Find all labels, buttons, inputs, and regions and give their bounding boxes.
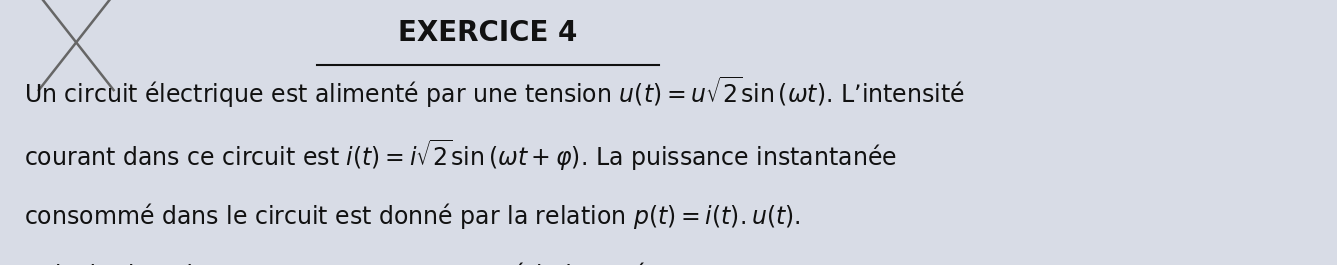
Text: courant dans ce circuit est $i(t) = i\sqrt{2}\mathrm{sin}\,(\omega t + \varphi)$: courant dans ce circuit est $i(t) = i\sq…: [24, 138, 897, 173]
Text: consommé dans le circuit est donné par la relation $p(t) = i(t).u(t)$.: consommé dans le circuit est donné par l…: [24, 201, 801, 231]
Text: Un circuit électrique est alimenté par une tension $u(t) = u\sqrt{2}\mathrm{sin}: Un circuit électrique est alimenté par u…: [24, 74, 965, 110]
Text: Calculer la puissance moyenne sur une période notée T: Calculer la puissance moyenne sur une pé…: [24, 262, 683, 265]
Text: EXERCICE 4: EXERCICE 4: [398, 19, 578, 47]
